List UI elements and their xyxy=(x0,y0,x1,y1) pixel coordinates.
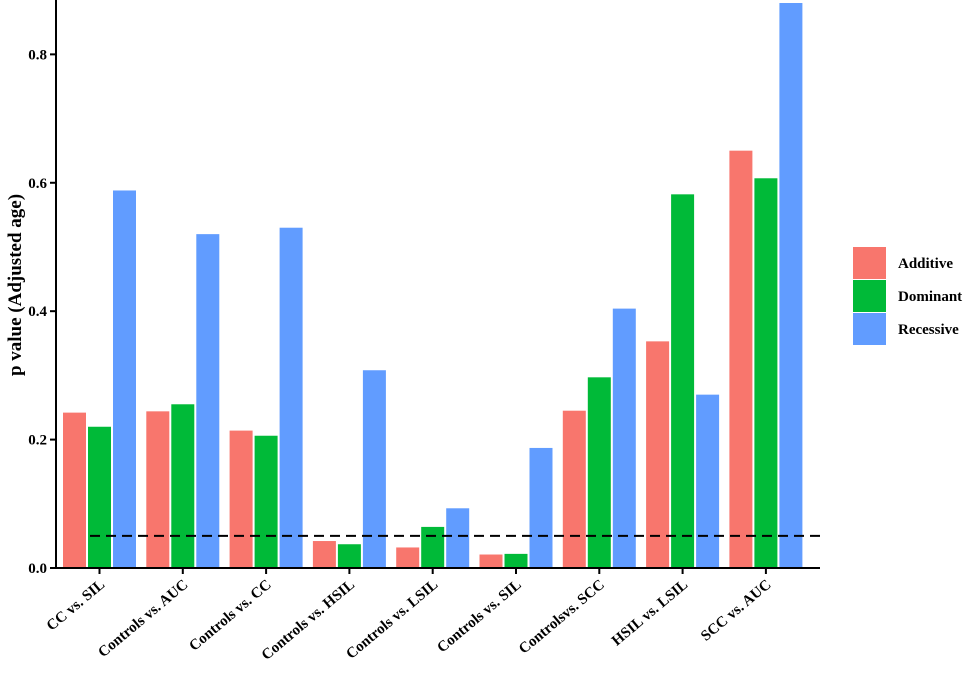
bar-additive-5 xyxy=(396,547,420,568)
bar-dominant-3 xyxy=(254,435,278,568)
bar-additive-2 xyxy=(146,411,170,568)
bar-dominant-5 xyxy=(421,526,445,568)
legend-label-additive: Additive xyxy=(898,256,953,272)
bar-dominant-1 xyxy=(88,426,111,568)
x-tick-label: CC vs. SIL xyxy=(44,577,108,635)
bar-recessive-5 xyxy=(446,508,470,568)
bar-recessive-2 xyxy=(196,234,220,569)
bar-dominant-4 xyxy=(337,544,361,568)
y-axis-ticks: 0.0 0.2 0.4 0.6 0.8 xyxy=(28,47,56,577)
bar-recessive-8 xyxy=(696,394,720,568)
bar-recessive-1 xyxy=(113,190,136,568)
bars-layer xyxy=(63,3,803,569)
bar-additive-9 xyxy=(729,150,753,568)
y-tick-label: 0.6 xyxy=(28,176,47,192)
bar-recessive-7 xyxy=(612,308,636,568)
bar-additive-6 xyxy=(479,554,503,568)
x-tick-label: SCC vs. AUC xyxy=(698,577,774,645)
x-tick-label: HSIL vs. LSIL xyxy=(609,577,691,650)
y-tick-label: 0.2 xyxy=(28,433,47,449)
legend-label-recessive: Recessive xyxy=(898,322,959,338)
y-tick-label: 0.0 xyxy=(28,561,47,577)
x-tick-label: Controlsvs. SCC xyxy=(516,577,608,658)
bar-dominant-6 xyxy=(504,553,528,568)
y-tick-label: 0.8 xyxy=(28,47,47,63)
x-tick-label: Controls vs. CC xyxy=(186,577,274,655)
x-tick-label: Controls vs. AUC xyxy=(95,577,191,661)
bar-additive-7 xyxy=(562,410,586,568)
legend-swatch-additive xyxy=(853,247,886,279)
bar-dominant-2 xyxy=(171,404,195,568)
bar-recessive-9 xyxy=(779,3,803,568)
x-tick-label: Controls vs. SIL xyxy=(434,577,524,656)
bar-additive-4 xyxy=(312,541,336,568)
y-tick-label: 0.4 xyxy=(28,304,47,320)
legend-swatch-recessive xyxy=(853,313,886,345)
bar-dominant-8 xyxy=(671,194,695,569)
bar-dominant-7 xyxy=(587,377,611,568)
legend-swatch-dominant xyxy=(853,280,886,312)
bar-additive-8 xyxy=(646,341,670,568)
bar-recessive-3 xyxy=(279,227,303,568)
x-tick-label: Controls vs. LSIL xyxy=(343,577,441,663)
bar-dominant-9 xyxy=(754,178,778,568)
bar-additive-1 xyxy=(63,412,86,568)
bar-recessive-4 xyxy=(362,370,386,568)
y-axis-title: p value (Adjusted age) xyxy=(5,194,26,376)
legend-label-dominant: Dominant xyxy=(898,289,962,305)
bar-additive-3 xyxy=(229,430,253,568)
bar-recessive-6 xyxy=(529,447,553,568)
legend: Additive Dominant Recessive xyxy=(853,247,962,345)
